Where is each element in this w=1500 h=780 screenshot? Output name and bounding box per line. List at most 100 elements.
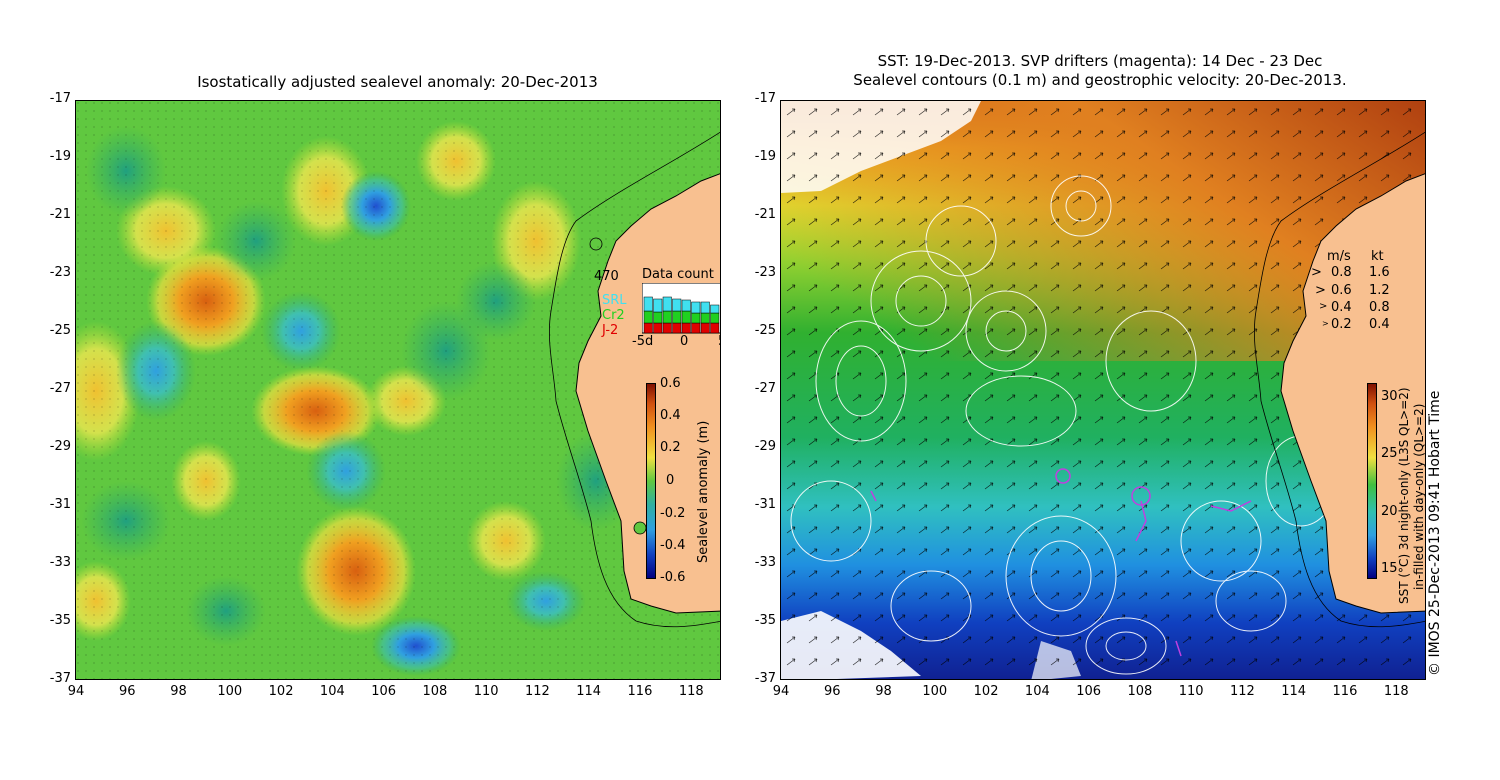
sealevel-anomaly-field	[76, 101, 720, 679]
x-axis-tick: 100	[922, 684, 948, 699]
right-map-title-line1: SST: 19-Dec-2013. SVP drifters (magenta)…	[877, 52, 1323, 70]
sst-map[interactable]: m/s kt > 0.8 1.6 > 0.6 1.2 > 0.4 0.8 > 0…	[780, 100, 1426, 680]
x-axis-tick: 110	[1178, 684, 1204, 699]
y-axis-tick: -27	[49, 381, 71, 396]
y-axis-tick: -37	[754, 671, 776, 686]
y-axis-tick: -25	[49, 323, 71, 338]
x-axis-tick: 96	[118, 684, 136, 699]
y-axis-tick: -21	[754, 207, 776, 222]
histogram-bar	[691, 301, 701, 314]
histogram-bar	[681, 322, 691, 334]
histogram-bar	[672, 322, 682, 334]
mission-j2: J-2	[602, 323, 619, 338]
sst-colorbar-label-line1: SST (°C) 3d night-only (L3S QL>=2)	[1397, 387, 1411, 604]
x-axis-tick: 96	[823, 684, 841, 699]
shelf-contour	[549, 131, 720, 628]
sst-colorbar-tick: 15	[1381, 561, 1398, 576]
x-axis-tick: 98	[875, 684, 892, 699]
colorbar-tick: -0.4	[660, 538, 686, 553]
y-axis-tick: -33	[754, 555, 776, 570]
histogram-bar	[643, 322, 653, 334]
y-axis-tick: -29	[754, 439, 776, 454]
x-axis-tick: 108	[422, 684, 448, 699]
data-count-max: 470	[594, 269, 619, 284]
x-axis-tick: 116	[1332, 684, 1358, 699]
histogram-bar	[643, 296, 653, 312]
velocity-arrow-icon: >	[1319, 301, 1328, 312]
x-axis-tick: 104	[319, 684, 345, 699]
histogram-bar	[710, 312, 720, 324]
y-axis-tick: -35	[754, 613, 776, 628]
sst-colorbar-label-line2: in-filled with day-only (QL>=2)	[1412, 403, 1426, 590]
velocity-legend-kt: 1.2	[1369, 283, 1390, 298]
x-axis-tick: 118	[678, 684, 704, 699]
histogram-bar	[653, 322, 663, 334]
tide-gauge-marker	[589, 237, 603, 251]
x-axis-tick: 102	[973, 684, 999, 699]
mission-cr2: Cr2	[602, 308, 625, 323]
x-axis-tick: 108	[1127, 684, 1153, 699]
x-axis-tick: 106	[1076, 684, 1102, 699]
histogram-bar	[700, 312, 710, 324]
y-axis-tick: -25	[754, 323, 776, 338]
colorbar-label: Sealevel anomaly (m)	[696, 420, 711, 563]
y-axis-tick: -33	[49, 555, 71, 570]
histogram-bar	[653, 298, 663, 313]
y-axis-tick: -21	[49, 207, 71, 222]
velocity-legend-header-kt: kt	[1371, 249, 1384, 264]
velocity-legend-header-ms: m/s	[1327, 249, 1351, 264]
y-axis-tick: -17	[49, 91, 71, 106]
colorbar-tick: 0.2	[660, 440, 681, 455]
y-axis-tick: -23	[49, 265, 71, 280]
histogram-bar	[662, 322, 672, 334]
sst-colorbar-tick: 30	[1381, 389, 1398, 404]
data-count-histogram	[642, 283, 720, 334]
right-map-title-line2: Sealevel contours (0.1 m) and geostrophi…	[853, 71, 1347, 89]
velocity-legend-ms: 0.8	[1331, 265, 1352, 280]
histogram-bar	[653, 311, 663, 324]
velocity-legend-ms: 0.4	[1331, 300, 1352, 315]
y-axis-tick: -29	[49, 439, 71, 454]
imos-credit: © IMOS 25-Dec-2013 09:41 Hobart Time	[1427, 390, 1443, 676]
velocity-legend-ms: 0.6	[1331, 283, 1352, 298]
x-axis-tick: 112	[525, 684, 550, 699]
sst-field	[781, 101, 1425, 679]
histogram-bar	[710, 304, 720, 314]
data-count-xtick: 5	[718, 334, 720, 349]
data-count-xtick: -5d	[632, 334, 654, 349]
mission-srl: SRL	[602, 293, 627, 308]
y-axis-tick: -31	[754, 497, 776, 512]
histogram-bar	[681, 299, 691, 312]
velocity-arrow-icon: >	[1322, 319, 1329, 328]
x-axis-tick: 98	[170, 684, 187, 699]
x-axis-tick: 118	[1383, 684, 1409, 699]
histogram-bar	[662, 310, 672, 324]
left-map-title: Isostatically adjusted sealevel anomaly:…	[197, 73, 598, 91]
x-axis-tick: 100	[217, 684, 243, 699]
x-axis-tick: 116	[627, 684, 653, 699]
y-axis-tick: -19	[49, 149, 71, 164]
y-axis-tick: -19	[754, 149, 776, 164]
histogram-bar	[691, 312, 701, 324]
x-axis-tick: 104	[1024, 684, 1050, 699]
sealevel-anomaly-map[interactable]: 470 Data count SRL Cr2 J-2 -5d 0 5 0.6 0…	[75, 100, 721, 680]
y-axis-tick: -35	[49, 613, 71, 628]
sst-colorbar-tick: 20	[1381, 504, 1398, 519]
x-axis-tick: 102	[268, 684, 294, 699]
histogram-bar	[672, 310, 682, 324]
x-axis-tick: 112	[1230, 684, 1255, 699]
velocity-legend-kt: 0.4	[1369, 317, 1390, 332]
x-axis-tick: 94	[772, 684, 790, 699]
histogram-bar	[643, 310, 653, 324]
x-axis-tick: 106	[371, 684, 397, 699]
histogram-bar	[681, 310, 691, 324]
velocity-legend-ms: 0.2	[1331, 317, 1352, 332]
histogram-bar	[700, 301, 710, 314]
x-axis-tick: 94	[67, 684, 85, 699]
y-axis-tick: -17	[754, 91, 776, 106]
data-count-xtick: 0	[680, 334, 689, 349]
velocity-legend-kt: 1.6	[1369, 265, 1390, 280]
x-axis-tick: 110	[473, 684, 499, 699]
sst-colorbar	[1367, 383, 1377, 579]
colorbar-tick: -0.6	[660, 570, 686, 585]
